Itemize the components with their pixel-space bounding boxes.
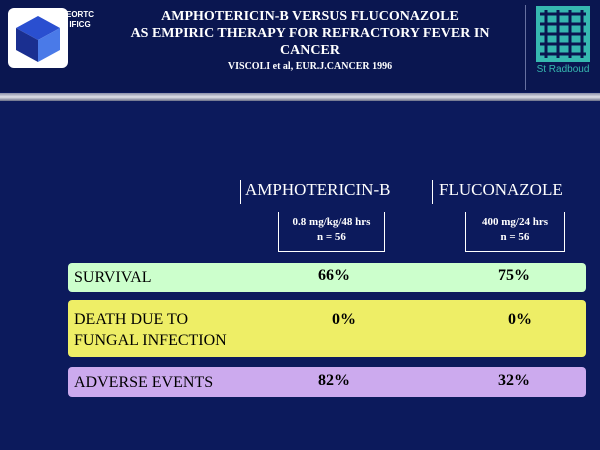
logo-left-icon: [8, 8, 68, 68]
row: SURVIVAL 66% 75%: [68, 263, 586, 292]
row-label: SURVIVAL: [74, 269, 152, 286]
cell: 0%: [508, 311, 532, 328]
logo-text: IFICG: [69, 20, 91, 29]
row: ADVERSE EVENTS 82% 32%: [68, 367, 586, 397]
logo-right-icon: [536, 6, 590, 62]
column-header: AMPHOTERICIN-B: [240, 180, 390, 204]
dose-text: n = 56: [500, 231, 530, 243]
logo-text: St Radboud: [536, 64, 590, 75]
title-line: AMPHOTERICIN-B VERSUS FLUCONAZOLE: [161, 9, 459, 24]
header-band: [0, 0, 600, 92]
logo-text: EORTC: [66, 10, 94, 19]
dose-text: 400 mg/24 hrs: [482, 216, 548, 228]
row-label-line: FUNGAL INFECTION: [74, 332, 227, 349]
cell: 66%: [318, 267, 350, 284]
divider: [0, 93, 600, 101]
row-label-line: DEATH DUE TO: [74, 311, 189, 328]
cell: 82%: [318, 372, 350, 389]
dose-box: 0.8 mg/kg/48 hrs n = 56: [278, 212, 385, 252]
row: DEATH DUE TO FUNGAL INFECTION 0% 0%: [68, 300, 586, 357]
column-header: FLUCONAZOLE: [432, 180, 563, 204]
separator: [525, 5, 526, 90]
cell: 0%: [332, 311, 356, 328]
dose-text: n = 56: [317, 231, 346, 243]
row-label: DEATH DUE TO FUNGAL INFECTION: [74, 309, 227, 351]
title-line: AS EMPIRIC THERAPY FOR REFRACTORY FEVER …: [130, 26, 490, 41]
citation: VISCOLI et al, EUR.J.CANCER 1996: [227, 61, 393, 72]
row-label: ADVERSE EVENTS: [74, 374, 214, 391]
dose-box: 400 mg/24 hrs n = 56: [465, 212, 565, 252]
cell: 32%: [498, 372, 530, 389]
title-line: CANCER: [280, 43, 340, 58]
dose-text: 0.8 mg/kg/48 hrs: [292, 216, 371, 228]
cell: 75%: [498, 267, 530, 284]
